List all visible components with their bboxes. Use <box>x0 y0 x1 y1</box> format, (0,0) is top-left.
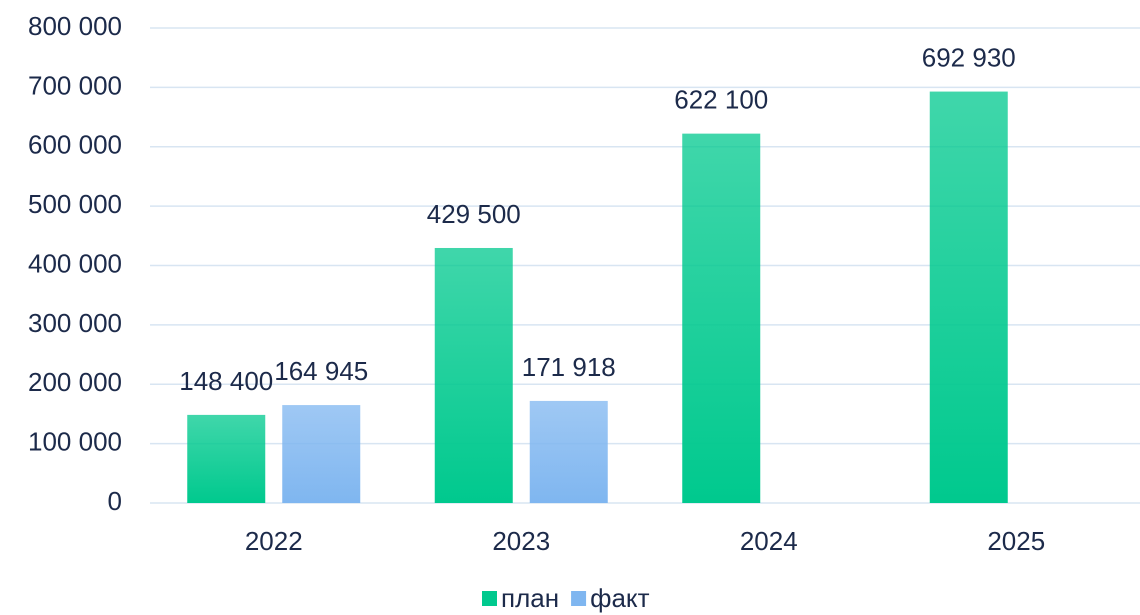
data-label: 148 400 <box>179 366 273 396</box>
x-tick-label: 2022 <box>245 526 303 556</box>
data-label: 692 930 <box>922 42 1016 72</box>
y-tick-label: 300 000 <box>28 308 122 338</box>
x-tick-label: 2025 <box>987 526 1045 556</box>
data-label: 622 100 <box>674 85 768 115</box>
bar <box>929 91 1008 503</box>
bar <box>187 414 266 503</box>
legend-label: план <box>501 583 559 613</box>
y-tick-label: 0 <box>108 486 122 516</box>
data-label: 164 945 <box>274 356 368 386</box>
bar <box>682 133 761 504</box>
y-tick-label: 400 000 <box>28 248 122 278</box>
y-tick-label: 600 000 <box>28 130 122 160</box>
x-tick-label: 2023 <box>492 526 550 556</box>
bar <box>282 405 361 503</box>
bar <box>529 400 608 503</box>
data-label: 171 918 <box>522 352 616 382</box>
legend-label: факт <box>590 583 650 613</box>
y-tick-label: 700 000 <box>28 70 122 100</box>
data-label: 429 500 <box>427 199 521 229</box>
x-tick-label: 2024 <box>740 526 798 556</box>
y-tick-label: 200 000 <box>28 367 122 397</box>
y-tick-label: 100 000 <box>28 427 122 457</box>
y-tick-label: 500 000 <box>28 189 122 219</box>
legend-swatch <box>571 591 587 606</box>
legend-swatch <box>482 591 497 606</box>
y-tick-label: 800 000 <box>28 11 122 41</box>
bar <box>434 247 513 503</box>
